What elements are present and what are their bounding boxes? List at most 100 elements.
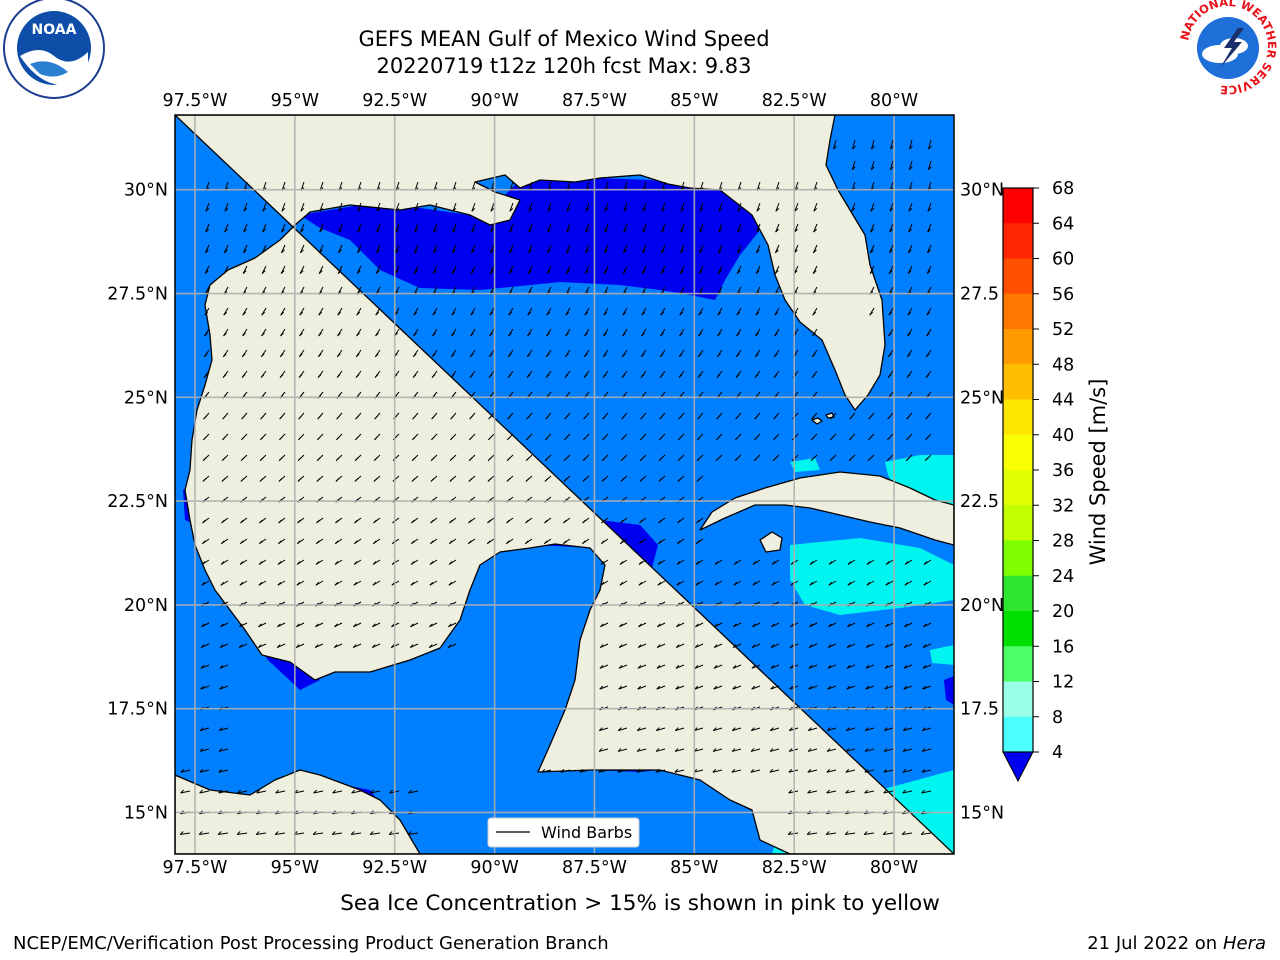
wind-barb — [640, 349, 647, 358]
colorbar-tick-label: 44 — [1052, 391, 1074, 411]
wind-barb — [584, 307, 590, 316]
wind-barb — [583, 349, 590, 358]
run-date: 21 Jul 2022 on — [1087, 933, 1223, 954]
wind-barb — [811, 412, 818, 420]
wind-barb — [907, 307, 913, 316]
wind-barb — [696, 454, 704, 461]
wind-barb — [622, 265, 628, 274]
wind-barb — [205, 202, 210, 212]
wind-barb — [468, 517, 476, 524]
wind-barb — [716, 370, 723, 378]
wind-barb — [697, 412, 704, 420]
wind-barb — [582, 454, 590, 461]
nws-logo: NATIONAL WEATHER SERVICE — [1177, 0, 1279, 97]
wind-barb — [565, 328, 571, 337]
wind-barb — [679, 265, 685, 274]
wind-barb — [810, 454, 818, 461]
wind-barb — [544, 517, 552, 524]
wind-barb — [737, 223, 742, 233]
wind-barb — [696, 517, 704, 524]
wind-barb — [812, 265, 818, 274]
wind-barb — [601, 517, 609, 524]
wind-barb — [260, 433, 267, 441]
wind-barb — [906, 433, 913, 441]
wind-barb — [869, 307, 875, 316]
wind-barb — [280, 265, 286, 274]
wind-barb — [337, 328, 343, 337]
wind-barb — [736, 307, 742, 316]
wind-barb — [223, 307, 229, 316]
colorbar-segment — [1003, 223, 1033, 259]
wind-barb — [717, 244, 723, 254]
land-cuba — [699, 471, 954, 546]
wind-barb — [394, 265, 400, 274]
wind-barb — [242, 244, 248, 254]
wind-barb — [241, 349, 248, 358]
wind-barb — [755, 244, 761, 254]
wind-barb — [528, 202, 533, 212]
colorbar-segment — [1003, 470, 1033, 506]
wind-barb — [905, 454, 913, 461]
wind-barb — [279, 412, 286, 420]
wind-barb — [242, 265, 248, 274]
wind-barb — [280, 328, 286, 337]
wind-barb — [604, 223, 609, 233]
wind-barb — [620, 517, 628, 524]
wind-barb — [585, 223, 590, 233]
wind-barb — [509, 202, 514, 212]
wind-barb — [698, 265, 704, 274]
wind-barb — [715, 454, 723, 461]
wind-barb — [754, 349, 761, 358]
wind-barb — [565, 244, 571, 254]
wind-barb — [508, 328, 514, 337]
wind-barb — [469, 412, 476, 420]
wind-barb — [319, 202, 324, 212]
wind-barb — [413, 244, 419, 254]
wind-barb — [833, 139, 837, 150]
colorbar-segment — [1003, 646, 1033, 682]
wind-barb — [867, 454, 875, 461]
wind-barb — [452, 223, 457, 233]
wind-barb — [658, 517, 666, 524]
wind-barb — [489, 265, 495, 274]
colorbar-segment — [1003, 188, 1033, 224]
wind-barb — [564, 349, 571, 358]
wind-barb — [262, 223, 267, 233]
wind-barb — [205, 223, 210, 233]
chart-subtitle: 20220719 t12z 120h fcst Max: 9.83 — [376, 54, 752, 78]
wind-barb — [620, 454, 628, 461]
wind-barb — [737, 202, 742, 212]
wind-barb — [773, 433, 780, 441]
wind-barb — [545, 433, 552, 441]
wind-barb — [887, 349, 894, 358]
wind-barb — [928, 139, 932, 150]
wind-barb — [869, 244, 875, 254]
colorbar-tick-label: 56 — [1052, 285, 1074, 305]
wind-barb — [374, 412, 381, 420]
wind-barb — [623, 223, 628, 233]
wind-barb — [907, 244, 913, 254]
wind-barb — [298, 349, 305, 358]
wind-barb — [297, 475, 305, 482]
wind-barb — [299, 307, 305, 316]
wind-barb — [830, 412, 837, 420]
wind-barb — [927, 223, 932, 233]
wind-barb — [660, 328, 666, 337]
wind-barb — [260, 349, 267, 358]
wind-barb — [546, 244, 552, 254]
wind-barb — [487, 517, 495, 524]
wind-barb — [299, 244, 305, 254]
wind-barb — [470, 244, 476, 254]
wind-barb — [261, 244, 267, 254]
wind-barb — [545, 370, 552, 378]
wind-barb — [222, 433, 229, 441]
wind-barb — [204, 328, 210, 337]
wind-barb — [527, 307, 533, 316]
wind-barb — [890, 139, 894, 150]
wind-barb — [241, 370, 248, 378]
land-isle-of-youth — [759, 531, 783, 553]
wind-barb — [717, 265, 723, 274]
run-host: Hera — [1222, 933, 1266, 954]
wind-barb — [337, 244, 343, 254]
wind-barb — [735, 370, 742, 378]
